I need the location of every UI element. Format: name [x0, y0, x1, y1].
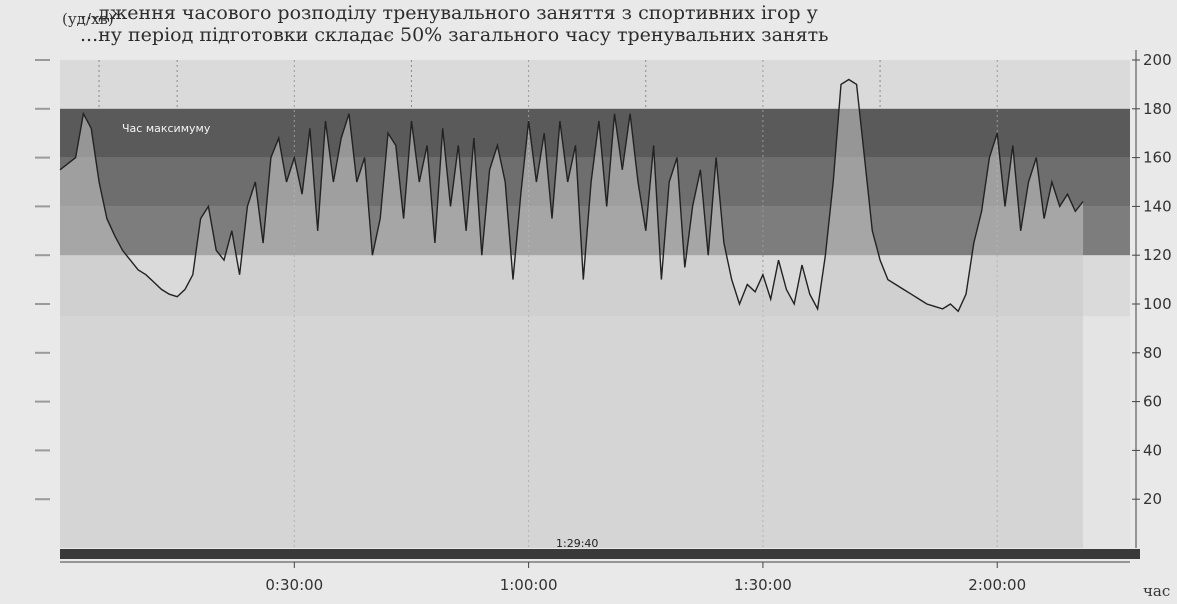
bottom-status-bar: [60, 549, 1140, 559]
y-axis-unit-label: (уд/хв): [62, 10, 114, 28]
y-tick-label: 120: [1143, 246, 1172, 264]
x-axis: 0:30:00 1:00:00 1:30:00 2:00:00: [60, 561, 1130, 594]
series-area-fill: [60, 79, 1084, 548]
y-tick-label: 180: [1143, 100, 1172, 118]
y-tick-label: 40: [1143, 441, 1162, 459]
y-tick-label: 160: [1143, 149, 1172, 167]
series-line: [59, 78, 1084, 313]
scanned-text-line: ...дження часового розподілу тренувально…: [80, 2, 818, 24]
y-tick-label: 60: [1143, 393, 1162, 411]
x-tick-label: 2:00:00: [968, 576, 1026, 594]
x-tick-label: 0:30:00: [265, 576, 323, 594]
y-tick-label: 20: [1143, 490, 1162, 508]
x-tick-label: 1:00:00: [500, 576, 558, 594]
scanned-text-line: ...ну період підготовки складає 50% зага…: [80, 24, 829, 46]
heart-rate-series: [59, 78, 1084, 548]
y-tick-label: 140: [1143, 197, 1172, 215]
y-tick-label: 80: [1143, 344, 1162, 362]
x-tick-label: 1:30:00: [734, 576, 792, 594]
y-axis: 20 40 60 80 100 120 140 160 180 200: [35, 50, 1172, 548]
zone-label: Час максимуму: [122, 122, 211, 135]
bottom-time-label: 1:29:40: [556, 537, 598, 550]
x-axis-unit-label: час: [1143, 582, 1170, 600]
scanned-text-block: ...дження часового розподілу тренувально…: [80, 2, 1120, 46]
y-tick-label: 200: [1143, 51, 1172, 69]
y-tick-label: 100: [1143, 295, 1172, 313]
